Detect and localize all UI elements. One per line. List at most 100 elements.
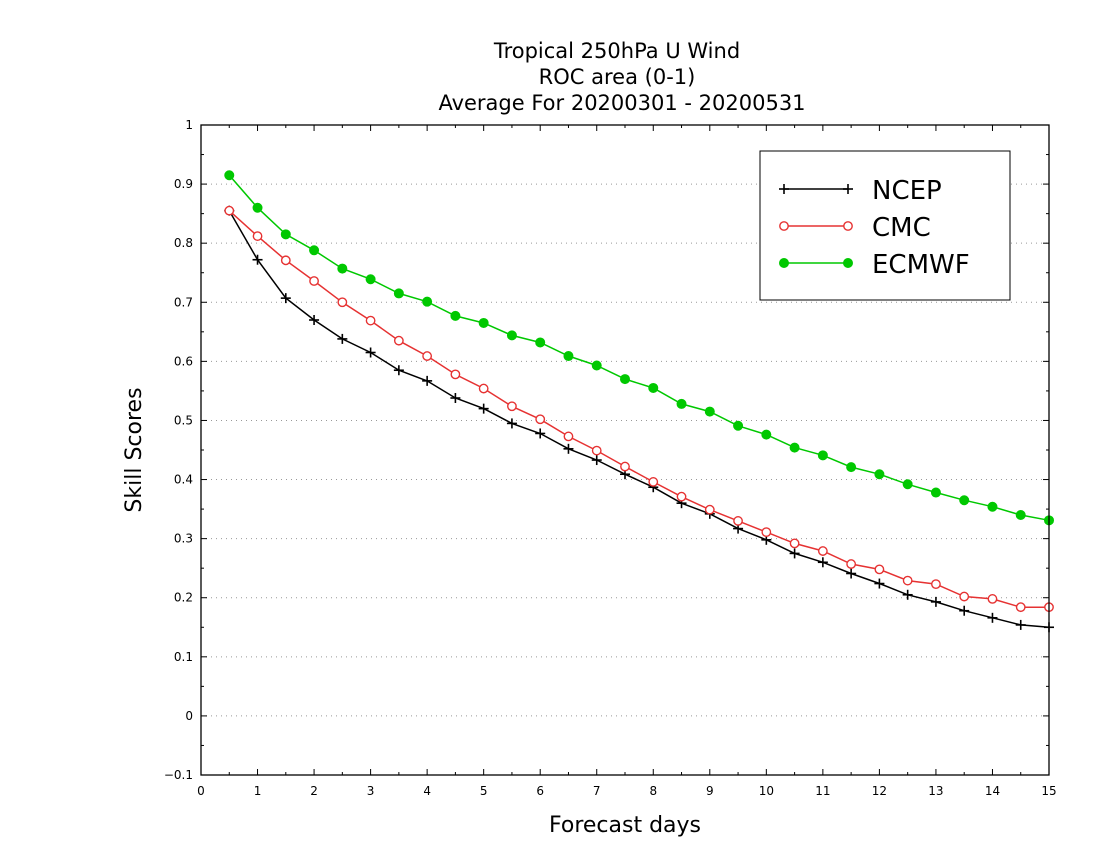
x-tick-label: 12 — [872, 784, 887, 798]
ncep-point — [337, 333, 348, 344]
y-tick-label: 0.5 — [174, 413, 193, 427]
cmc-point — [846, 559, 857, 569]
x-tick-label: 3 — [367, 784, 375, 798]
ecmwf-point — [874, 469, 885, 480]
cmc-point — [761, 527, 772, 538]
y-tick-label: 1 — [185, 118, 193, 132]
legend: NCEP CMC ECMWF — [759, 150, 1011, 301]
ecmwf-point — [648, 382, 659, 393]
y-tick-label: 0.6 — [174, 354, 193, 368]
y-tick-label: 0.1 — [174, 650, 193, 664]
cmc-point — [733, 516, 743, 526]
ecmwf-point — [280, 229, 291, 240]
cmc-point — [422, 351, 433, 361]
x-tick-label: 0 — [197, 784, 205, 798]
x-tick-label: 13 — [928, 784, 943, 798]
y-axis-label: Skill Scores — [122, 387, 147, 512]
cmc-point — [817, 546, 828, 556]
legend-item-ecmwf: ECMWF — [779, 250, 970, 280]
x-tick-label: 9 — [706, 784, 714, 798]
cmc-point — [365, 315, 376, 326]
ncep-point — [930, 596, 941, 607]
cmc-point — [252, 231, 263, 241]
x-tick-label: 2 — [310, 784, 318, 798]
cmc-point — [874, 564, 885, 575]
ecmwf-point — [930, 487, 941, 498]
cmc-point — [676, 491, 687, 502]
series-group — [224, 170, 1054, 633]
cmc-point — [507, 401, 517, 412]
ncep-point — [591, 455, 602, 466]
cmc-point — [591, 445, 602, 456]
ecmwf-point — [309, 245, 320, 256]
ecmwf-point — [365, 274, 376, 285]
x-tick-label: 11 — [815, 784, 830, 798]
cmc-point — [987, 594, 998, 604]
x-tick-label: 4 — [423, 784, 431, 798]
ncep-point — [987, 612, 998, 623]
ecmwf-point — [987, 501, 998, 512]
legend-label: NCEP — [872, 176, 942, 206]
ecmwf-point — [478, 317, 489, 328]
ecmwf-point — [704, 406, 715, 417]
cmc-point — [789, 538, 800, 549]
y-tick-label: 0.8 — [174, 236, 193, 250]
y-tick-label: 0.7 — [174, 295, 193, 309]
cmc-point — [450, 369, 461, 380]
ncep-point — [874, 578, 885, 589]
ncep-point — [309, 315, 320, 325]
ecmwf-point — [535, 337, 546, 348]
x-tick-label: 1 — [254, 784, 262, 798]
y-tick-label: 0.2 — [174, 591, 193, 605]
ncep-point — [450, 393, 461, 403]
ecmwf-point — [959, 495, 970, 506]
ecmwf-point — [591, 360, 602, 371]
cmc-point — [1015, 602, 1026, 613]
cmc-point — [393, 335, 404, 346]
axis-ticks: −0.100.10.20.30.40.50.60.70.80.910 1 2 3 4 5 6… — [164, 118, 1057, 798]
ecmwf-point — [846, 462, 857, 473]
cmc-point — [648, 477, 659, 487]
ecmwf-point — [733, 420, 744, 431]
x-tick-label: 6 — [536, 784, 544, 798]
legend-label: ECMWF — [872, 250, 970, 280]
ecmwf-point — [563, 351, 574, 362]
cmc-point — [224, 205, 235, 216]
ecmwf-point — [817, 450, 828, 461]
cmc-point — [902, 575, 913, 586]
ncep-point — [846, 568, 857, 579]
ncep-point — [280, 293, 291, 304]
ncep-point — [563, 443, 574, 454]
ecmwf-point — [676, 398, 687, 409]
series-ecmwf — [224, 170, 1054, 526]
x-tick-label: 7 — [593, 784, 601, 798]
cmc-point — [309, 276, 319, 286]
ncep-point — [902, 589, 913, 600]
x-tick-label: 5 — [480, 784, 488, 798]
legend-marker — [779, 258, 789, 268]
y-tick-label: 0 — [185, 709, 193, 723]
legend-marker — [843, 184, 853, 194]
ncep-point — [422, 375, 433, 386]
ecmwf-point — [224, 170, 235, 181]
ncep-point — [506, 418, 517, 429]
ecmwf-point — [1015, 510, 1026, 520]
ncep-point — [789, 548, 800, 559]
ncep-point — [535, 428, 546, 439]
cmc-point — [563, 431, 574, 442]
ecmwf-point — [422, 296, 433, 307]
ecmwf-point — [393, 288, 404, 299]
ecmwf-point — [252, 202, 263, 213]
y-tick-label: 0.4 — [174, 473, 193, 487]
cmc-point — [478, 383, 489, 394]
ecmwf-point — [902, 479, 913, 490]
x-tick-label: 8 — [649, 784, 657, 798]
x-axis-label: Forecast days — [549, 813, 701, 838]
cmc-point — [620, 461, 630, 472]
chart-title-line-2: ROC area (0-1) — [539, 65, 696, 89]
legend-label: CMC — [872, 213, 931, 243]
cmc-point — [931, 579, 941, 590]
ncep-point — [817, 557, 828, 568]
legend-item-cmc: CMC — [779, 213, 931, 243]
legend-marker — [779, 221, 789, 231]
